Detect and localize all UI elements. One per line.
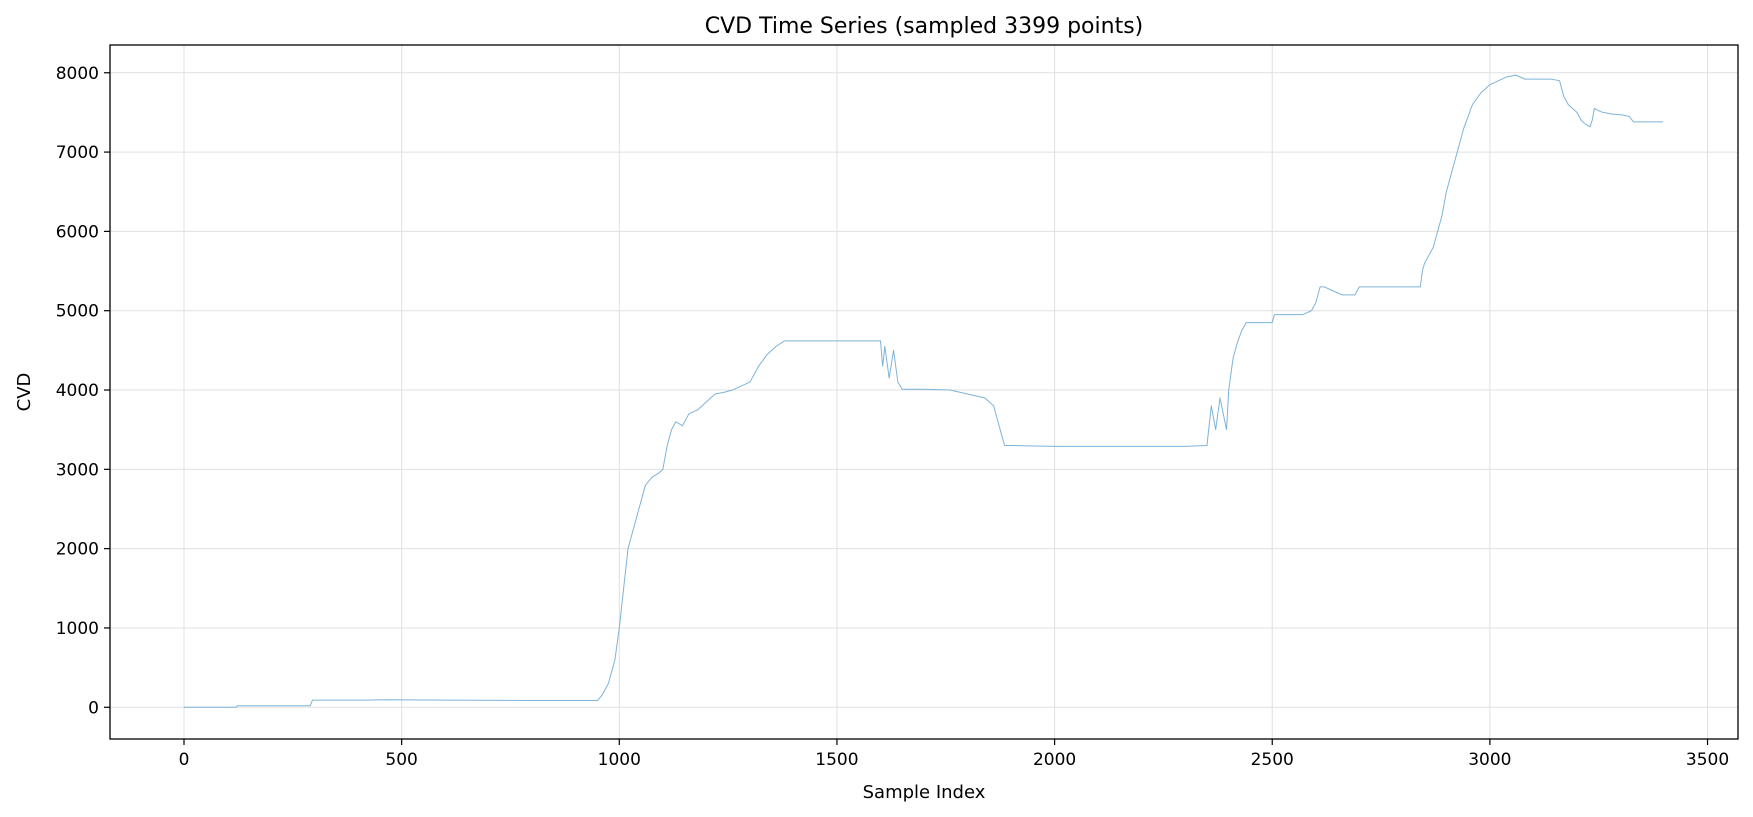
x-axis: 0 500 1000 1500 2000 2500 3000 3500 (179, 739, 1729, 770)
y-tick-label: 2000 (56, 540, 99, 560)
x-tick-label: 1000 (598, 750, 641, 770)
plot-frame (109, 44, 1739, 740)
y-tick-label: 3000 (56, 460, 99, 480)
y-tick-label: 1000 (56, 619, 99, 639)
x-tick-label: 2500 (1251, 750, 1294, 770)
plot-area (184, 74, 1664, 708)
x-tick-label: 3500 (1686, 750, 1729, 770)
y-tick-label: 4000 (56, 381, 99, 401)
series-line-0 (184, 74, 1664, 708)
x-axis-label: Sample Index (863, 782, 986, 803)
x-tick-label: 3000 (1468, 750, 1511, 770)
grid (110, 45, 1738, 739)
x-tick-label: 1500 (815, 750, 858, 770)
y-tick-label: 5000 (56, 302, 99, 322)
x-tick-label: 0 (179, 750, 190, 770)
x-tick-label: 2000 (1033, 750, 1076, 770)
chart-title: CVD Time Series (sampled 3399 points) (705, 14, 1144, 39)
y-tick-label: 7000 (56, 143, 99, 163)
y-tick-label: 8000 (56, 64, 99, 84)
x-tick-label: 500 (385, 750, 417, 770)
y-axis-label: CVD (14, 373, 35, 412)
y-tick-label: 0 (88, 698, 99, 718)
y-axis: 0 1000 2000 3000 4000 5000 6000 7000 8000 (56, 64, 110, 718)
y-tick-label: 6000 (56, 222, 99, 242)
